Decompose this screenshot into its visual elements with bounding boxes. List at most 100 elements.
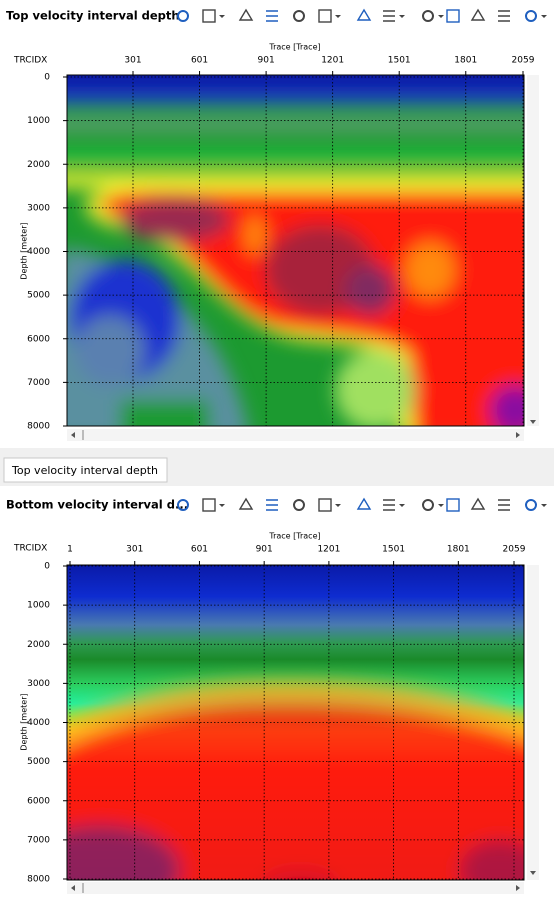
icon xyxy=(422,10,434,22)
toolbar-button[interactable] xyxy=(383,499,405,511)
toolbar-button[interactable] xyxy=(202,498,225,512)
icon xyxy=(498,499,510,511)
icon xyxy=(202,498,216,512)
toolbar-button[interactable] xyxy=(318,498,341,512)
y-axis-label: Depth [meter] xyxy=(20,222,29,279)
x-tick-label: 1501 xyxy=(388,56,411,66)
toolbar-button[interactable] xyxy=(266,499,278,511)
toolbar-button[interactable] xyxy=(383,10,405,22)
y-tick-label: 7000 xyxy=(27,835,50,845)
x-tick-label: 301 xyxy=(126,545,143,555)
y-tick-label: 5000 xyxy=(27,757,50,767)
y-tick-label: 7000 xyxy=(27,378,50,388)
x-axis-label: Trace [Trace] xyxy=(268,43,320,52)
icon xyxy=(356,8,372,21)
toolbar-button[interactable] xyxy=(525,10,547,22)
toolbar-button[interactable] xyxy=(498,499,510,511)
vertical-scrollbar[interactable] xyxy=(527,75,539,426)
toolbar-button[interactable] xyxy=(422,499,444,511)
x-axis-label: Trace [Trace] xyxy=(268,532,320,541)
dropdown[interactable] xyxy=(541,15,547,18)
x-tick-label: 601 xyxy=(191,56,208,66)
x-tick-label: 1 xyxy=(67,545,73,555)
dropdown[interactable] xyxy=(219,15,225,18)
toolbar-button[interactable] xyxy=(422,10,444,22)
icon xyxy=(266,10,278,22)
y-tick-label: 5000 xyxy=(27,291,50,301)
toolbar-button[interactable] xyxy=(202,9,225,23)
x-tick-label: 1201 xyxy=(317,545,340,555)
toolbar-button[interactable] xyxy=(293,10,305,22)
toolbar-button[interactable] xyxy=(356,8,372,21)
toolbar-button[interactable] xyxy=(470,497,486,510)
dropdown[interactable] xyxy=(335,15,341,18)
scroll-left[interactable] xyxy=(71,432,75,438)
dropdown[interactable] xyxy=(438,15,444,18)
toolbar-button[interactable] xyxy=(177,499,189,511)
toolbar-button[interactable] xyxy=(238,8,254,21)
heatmap xyxy=(67,75,524,426)
horizontal-scrollbar[interactable] xyxy=(67,429,524,441)
toolbar-button[interactable] xyxy=(266,10,278,22)
toolbar-button[interactable] xyxy=(446,9,460,23)
icon xyxy=(525,499,537,511)
y-tick-label: 6000 xyxy=(27,334,50,344)
scroll-left[interactable] xyxy=(71,885,75,891)
x-index-label: TRCIDX xyxy=(13,544,47,554)
scroll-thumb[interactable] xyxy=(82,430,84,440)
y-tick-label: 3000 xyxy=(27,679,50,689)
scroll-thumb[interactable] xyxy=(82,883,84,893)
toolbar-button[interactable] xyxy=(293,499,305,511)
toolbar xyxy=(177,497,547,512)
x-tick-label: 2059 xyxy=(503,545,526,555)
scroll-down[interactable] xyxy=(530,871,536,875)
scroll-right[interactable] xyxy=(516,885,520,891)
toolbar-button[interactable] xyxy=(470,8,486,21)
icon xyxy=(498,10,510,22)
icon xyxy=(238,497,254,510)
icon xyxy=(383,499,395,511)
x-tick-label: 2059 xyxy=(512,56,535,66)
dropdown[interactable] xyxy=(438,504,444,507)
horizontal-scrollbar[interactable] xyxy=(67,882,524,894)
tab-label[interactable]: Top velocity interval depth xyxy=(11,464,158,477)
dropdown[interactable] xyxy=(399,15,405,18)
icon xyxy=(318,498,332,512)
icon xyxy=(356,497,372,510)
x-tick-label: 301 xyxy=(124,56,141,66)
x-tick-label: 901 xyxy=(256,545,273,555)
icon xyxy=(238,8,254,21)
x-tick-label: 1501 xyxy=(382,545,405,555)
y-tick-label: 2000 xyxy=(27,160,50,170)
panel-title: Top velocity interval depth xyxy=(6,9,180,23)
toolbar-button[interactable] xyxy=(177,10,189,22)
panel-title: Bottom velocity interval d... xyxy=(6,498,188,512)
x-tick-label: 1801 xyxy=(447,545,470,555)
toolbar-button[interactable] xyxy=(525,499,547,511)
toolbar-button[interactable] xyxy=(318,9,341,23)
scroll-right[interactable] xyxy=(516,432,520,438)
scroll-down[interactable] xyxy=(530,420,536,424)
y-tick-label: 3000 xyxy=(27,203,50,213)
toolbar-button[interactable] xyxy=(356,497,372,510)
toolbar-button[interactable] xyxy=(446,498,460,512)
dropdown[interactable] xyxy=(219,504,225,507)
toolbar-button[interactable] xyxy=(238,497,254,510)
x-tick-label: 1801 xyxy=(454,56,477,66)
tab[interactable] xyxy=(3,457,168,483)
vertical-scrollbar[interactable] xyxy=(527,565,539,880)
toolbar-button[interactable] xyxy=(498,10,510,22)
icon xyxy=(202,9,216,23)
icon xyxy=(525,10,537,22)
icon xyxy=(446,9,460,23)
icon xyxy=(293,10,305,22)
dropdown[interactable] xyxy=(335,504,341,507)
dropdown[interactable] xyxy=(541,504,547,507)
y-tick-label: 6000 xyxy=(27,796,50,806)
dropdown[interactable] xyxy=(399,504,405,507)
icon xyxy=(177,10,189,22)
y-tick-label: 8000 xyxy=(27,422,50,432)
icon xyxy=(318,9,332,23)
